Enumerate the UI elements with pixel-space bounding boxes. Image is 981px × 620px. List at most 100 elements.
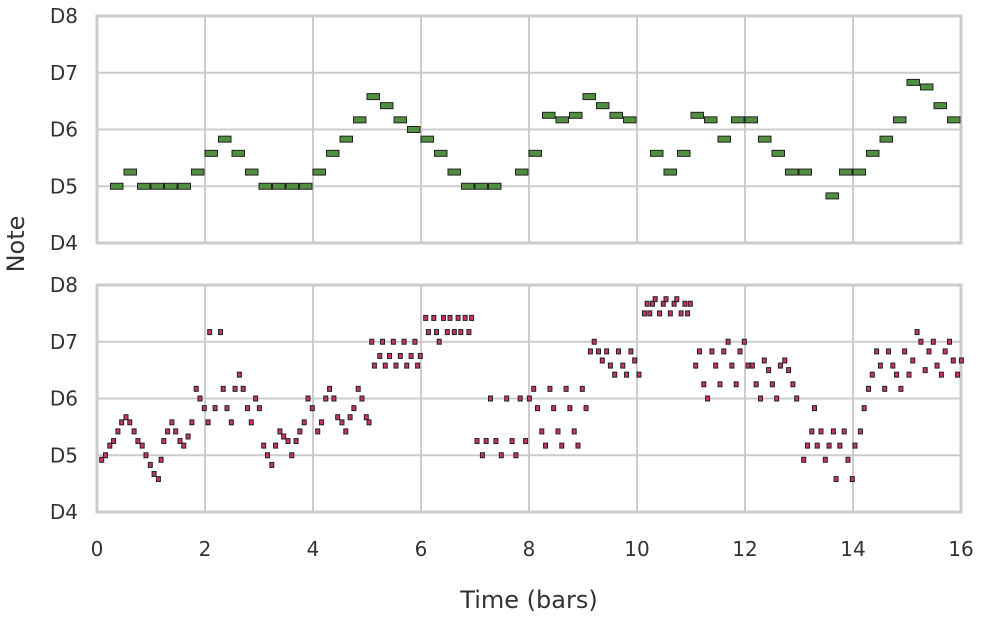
note-mark <box>369 338 375 345</box>
note-mark <box>674 296 680 303</box>
note-mark <box>513 452 519 459</box>
note-mark <box>866 149 880 157</box>
note-mark <box>644 300 650 307</box>
note-mark <box>201 405 207 412</box>
note-mark <box>150 182 164 190</box>
note-mark <box>769 381 775 388</box>
note-mark <box>826 442 832 449</box>
note-mark <box>258 182 272 190</box>
note-mark <box>137 182 151 190</box>
y-axis-label: Note <box>2 216 30 273</box>
note-mark <box>938 371 944 378</box>
note-mark <box>526 395 532 402</box>
note-mark <box>444 329 450 336</box>
note-mark <box>301 419 307 426</box>
note-mark <box>958 357 964 364</box>
note-mark <box>677 149 691 157</box>
note-mark <box>693 362 699 369</box>
note-mark <box>228 419 234 426</box>
note-mark <box>523 438 529 445</box>
note-mark <box>204 149 218 157</box>
note-mark <box>312 168 326 176</box>
note-mark <box>339 135 353 143</box>
note-mark <box>753 381 759 388</box>
y-tick-label: D7 <box>50 61 78 85</box>
note-mark <box>583 405 589 412</box>
note-mark <box>119 419 125 426</box>
note-mark <box>837 442 843 449</box>
note-mark <box>652 296 658 303</box>
note-mark <box>620 362 626 369</box>
note-mark <box>609 111 623 119</box>
x-tick-label: 0 <box>91 537 104 561</box>
note-mark <box>123 414 129 421</box>
note-mark <box>479 452 485 459</box>
note-mark <box>451 329 457 336</box>
note-mark <box>417 352 423 359</box>
note-mark <box>441 314 447 321</box>
note-mark <box>147 461 153 468</box>
note-mark <box>893 116 907 124</box>
note-mark <box>955 371 961 378</box>
note-mark <box>123 168 137 176</box>
note-mark <box>515 168 529 176</box>
note-mark <box>914 329 920 336</box>
note-mark <box>248 419 254 426</box>
note-mark <box>253 395 259 402</box>
note-mark <box>205 419 211 426</box>
note-mark <box>663 296 669 303</box>
note-mark <box>713 362 719 369</box>
note-mark <box>331 395 337 402</box>
note-mark <box>596 102 610 110</box>
note-mark <box>169 419 175 426</box>
x-tick-label: 4 <box>307 537 320 561</box>
note-mark <box>461 182 475 190</box>
note-mark <box>531 385 537 392</box>
note-mark <box>232 385 238 392</box>
x-tick-label: 2 <box>199 537 212 561</box>
note-mark <box>894 371 900 378</box>
note-mark <box>882 385 888 392</box>
note-mark <box>745 362 751 369</box>
note-mark <box>420 135 434 143</box>
note-mark <box>469 314 475 321</box>
note-mark <box>347 414 353 421</box>
note-mark <box>874 348 880 355</box>
note-mark <box>177 438 183 445</box>
note-mark <box>273 442 279 449</box>
note-mark <box>380 102 394 110</box>
note-mark <box>866 385 871 392</box>
note-mark <box>264 452 270 459</box>
note-mark <box>404 362 410 369</box>
note-mark <box>143 452 149 459</box>
y-tick-label: D8 <box>50 4 78 28</box>
y-tick-label: D5 <box>50 443 78 467</box>
note-mark <box>351 405 357 412</box>
note-mark <box>293 438 299 445</box>
top-panel-frame <box>95 14 963 245</box>
note-mark <box>818 428 824 435</box>
note-mark <box>812 405 817 412</box>
note-mark <box>596 348 601 355</box>
note-mark <box>822 456 828 463</box>
x-ticks: 0 2 4 6 8 10 12 14 16 <box>91 537 974 561</box>
note-mark <box>790 381 796 388</box>
note-mark <box>135 438 141 445</box>
note-mark <box>559 442 565 449</box>
note-mark <box>498 452 504 459</box>
note-mark <box>504 395 510 402</box>
note-mark <box>667 310 673 317</box>
note-mark <box>731 116 745 124</box>
note-mark <box>839 168 853 176</box>
note-mark <box>261 442 267 449</box>
note-mark <box>885 348 891 355</box>
note-mark <box>801 456 807 463</box>
note-mark <box>814 442 820 449</box>
note-mark <box>528 149 542 157</box>
note-mark <box>563 385 569 392</box>
note-mark <box>231 149 245 157</box>
top-panel <box>95 14 963 245</box>
note-mark <box>615 348 621 355</box>
note-mark <box>636 371 642 378</box>
